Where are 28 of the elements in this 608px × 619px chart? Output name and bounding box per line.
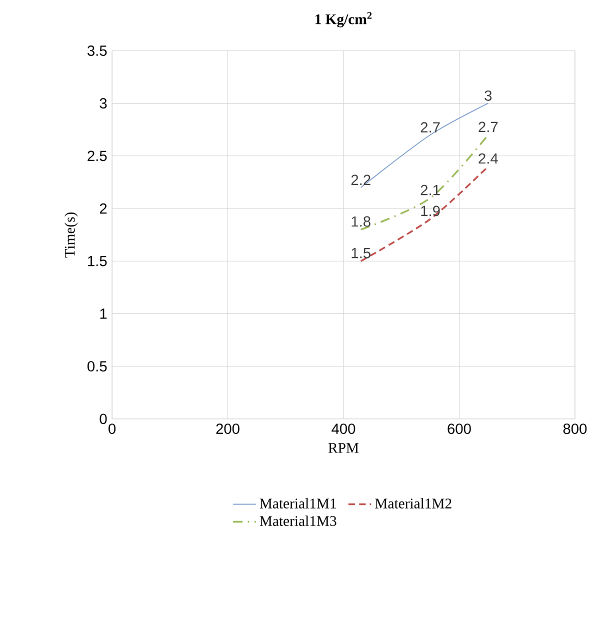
x-tick-label: 400 [331,424,355,434]
chart-title: 1 Kg/cm$^{2}$ [315,12,372,28]
y-tick-label: 2.5 [88,150,107,162]
data-label: 1.5 [352,248,370,258]
legend-label: Material1M2 [374,498,452,508]
data-label: 2.2 [351,174,370,185]
data-label: 2.4 [478,153,498,164]
x-tick-label: 600 [448,424,471,434]
y-tick-label: 1 [100,308,106,319]
x-axis-title: RPM [328,443,358,453]
y-axis-title: Time(s) [64,212,78,258]
y-tick-label: 0.5 [87,361,107,372]
y-tick-label: 0 [100,414,107,424]
y-tick-label: 1.5 [88,256,107,266]
y-tick-label: 2 [100,203,106,214]
y-tick-label: 3 [100,98,107,109]
data-label: 2.7 [478,122,498,132]
data-label: 3 [484,90,492,101]
data-label: 1.9 [421,206,440,216]
y-tick-label: 3.5 [87,46,107,56]
data-label: 1.8 [352,216,370,227]
x-tick-label: 800 [563,424,586,434]
legend-label: Material1M1 [260,498,336,508]
data-label: 2.7 [420,122,440,132]
x-tick-label: 200 [216,424,240,434]
data-label: 2.1 [420,184,440,196]
legend-label: Material1M3 [260,516,336,526]
x-tick-label: 0 [108,424,116,434]
